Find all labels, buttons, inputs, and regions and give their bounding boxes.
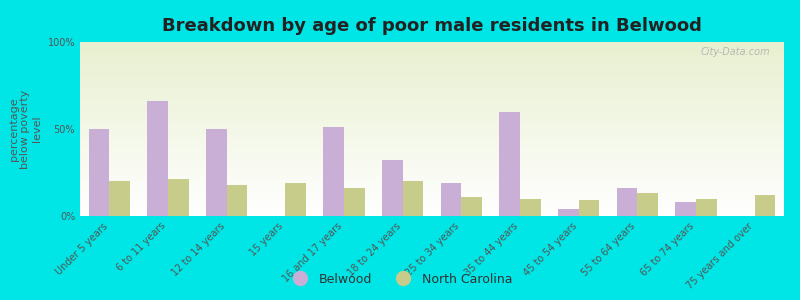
Bar [226,185,247,216]
Legend: Belwood, North Carolina: Belwood, North Carolina [282,268,518,291]
Bar [110,181,130,216]
Bar [147,101,168,216]
Bar [675,202,696,216]
Bar [638,194,658,216]
Bar [520,199,541,216]
Bar [206,129,226,216]
Y-axis label: percentage
below poverty
level: percentage below poverty level [9,89,42,169]
Bar [558,209,578,216]
Bar [286,183,306,216]
Bar [578,200,599,216]
Title: Breakdown by age of poor male residents in Belwood: Breakdown by age of poor male residents … [162,17,702,35]
Bar [499,112,520,216]
Bar [323,127,344,216]
Bar [168,179,189,216]
Bar [382,160,402,216]
Bar [754,195,775,216]
Bar [402,181,423,216]
Bar [696,199,717,216]
Text: City-Data.com: City-Data.com [700,47,770,57]
Bar [344,188,365,216]
Bar [441,183,462,216]
Bar [617,188,638,216]
Bar [462,197,482,216]
Bar [89,129,110,216]
